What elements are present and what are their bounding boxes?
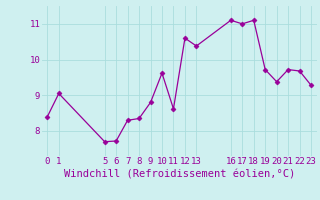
X-axis label: Windchill (Refroidissement éolien,°C): Windchill (Refroidissement éolien,°C): [64, 169, 295, 179]
